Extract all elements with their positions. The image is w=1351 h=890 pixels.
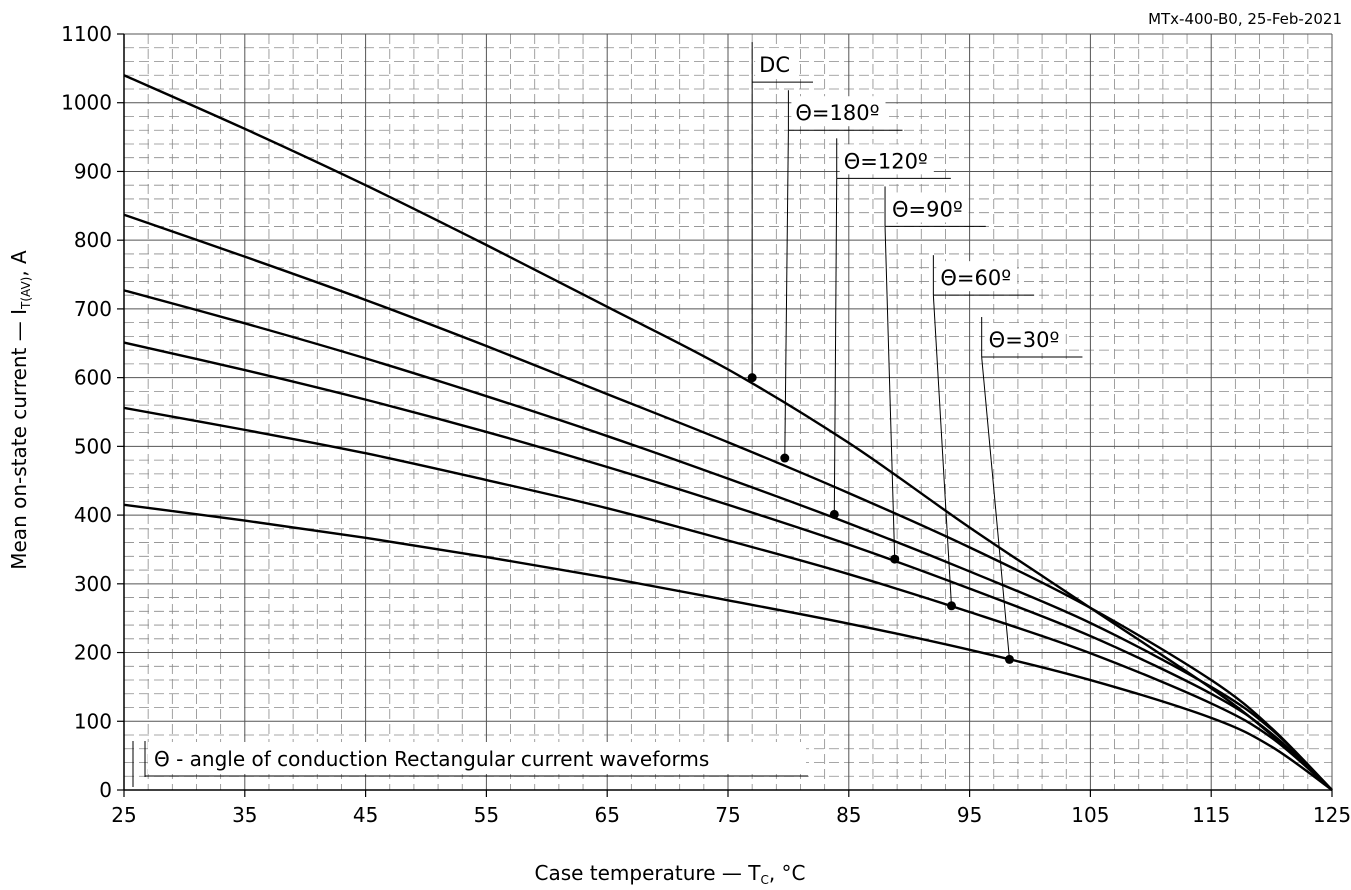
series-line-4 bbox=[123, 406, 1333, 791]
y-tick-label: 700 bbox=[74, 297, 112, 321]
x-tick-label: 85 bbox=[836, 803, 861, 827]
series-line-2 bbox=[123, 289, 1333, 791]
y-tick-label: 800 bbox=[74, 228, 112, 252]
label-bg-0 bbox=[755, 48, 797, 79]
x-tick-labels: 25 35 45 55 65 75 85 95 105 115 125 bbox=[111, 803, 1351, 827]
label-bg-5 bbox=[984, 323, 1066, 354]
x-tick-label: 105 bbox=[1071, 803, 1109, 827]
x-tick-label: 125 bbox=[1313, 803, 1351, 827]
y-tick-label: 400 bbox=[74, 503, 112, 527]
x-tick-label: 115 bbox=[1192, 803, 1230, 827]
series-label-5: Θ=30º bbox=[989, 328, 1060, 352]
series-marker-3 bbox=[890, 554, 900, 564]
series-marker-2 bbox=[829, 509, 839, 519]
curves bbox=[123, 74, 1333, 791]
y-tick-label: 300 bbox=[74, 572, 112, 596]
label-bg-3 bbox=[888, 192, 969, 223]
series-line-1 bbox=[123, 213, 1333, 791]
series-label-3: Θ=90º bbox=[892, 197, 963, 221]
y-tick-label: 100 bbox=[74, 709, 112, 733]
x-tick-label: 75 bbox=[715, 803, 740, 827]
leader-line-4 bbox=[932, 295, 952, 606]
series-marker-0 bbox=[747, 373, 757, 383]
x-tick-label: 55 bbox=[474, 803, 499, 827]
markers bbox=[747, 373, 1014, 664]
series-label-0: DC bbox=[759, 53, 790, 77]
leader-line-5 bbox=[981, 356, 1010, 660]
x-tick-label: 65 bbox=[594, 803, 619, 827]
series-marker-1 bbox=[780, 453, 790, 463]
note-box: Θ - angle of conduction Rectangular curr… bbox=[132, 741, 808, 787]
y-tick-label: 1100 bbox=[61, 22, 112, 46]
note-text: Θ - angle of conduction Rectangular curr… bbox=[154, 747, 709, 771]
y-axis-title: Mean on-state current — IT(AV), A bbox=[7, 250, 33, 570]
label-bg-1 bbox=[791, 96, 886, 127]
y-tick-label: 900 bbox=[74, 159, 112, 183]
y-tick-label: 1000 bbox=[61, 91, 112, 115]
leader-line-3 bbox=[884, 226, 896, 560]
document-id: MTx-400-B0, 25-Feb-2021 bbox=[1148, 10, 1342, 28]
y-tick-label: 600 bbox=[74, 366, 112, 390]
series-line-5 bbox=[123, 503, 1333, 791]
label-bg-4 bbox=[936, 261, 1018, 292]
y-tick-labels: 0 100 200 300 400 500 600 700 800 900 1000 1100 bbox=[61, 22, 112, 802]
series-label-2: Θ=120º bbox=[844, 149, 928, 173]
x-tick-label: 45 bbox=[353, 803, 378, 827]
leader-line-2 bbox=[833, 178, 838, 515]
x-tick-label: 35 bbox=[232, 803, 257, 827]
axes bbox=[117, 33, 1333, 797]
y-tick-label: 0 bbox=[99, 778, 112, 802]
x-tick-label: 25 bbox=[111, 803, 136, 827]
label-bg-2 bbox=[839, 144, 934, 175]
series-marker-4 bbox=[946, 601, 956, 611]
y-tick-label: 200 bbox=[74, 641, 112, 665]
x-axis-title: Case temperature — TC, °C bbox=[534, 861, 805, 887]
series-label-1: Θ=180º bbox=[795, 101, 879, 125]
series-label-4: Θ=60º bbox=[940, 266, 1011, 290]
series-marker-5 bbox=[1004, 654, 1014, 664]
label-leaders: DCΘ=180º Θ=120º Θ=90º Θ=60º Θ=30º bbox=[751, 42, 1083, 660]
leader-line-1 bbox=[784, 130, 789, 459]
x-tick-label: 95 bbox=[957, 803, 982, 827]
series-line-3 bbox=[123, 341, 1333, 791]
y-tick-label: 500 bbox=[74, 434, 112, 458]
